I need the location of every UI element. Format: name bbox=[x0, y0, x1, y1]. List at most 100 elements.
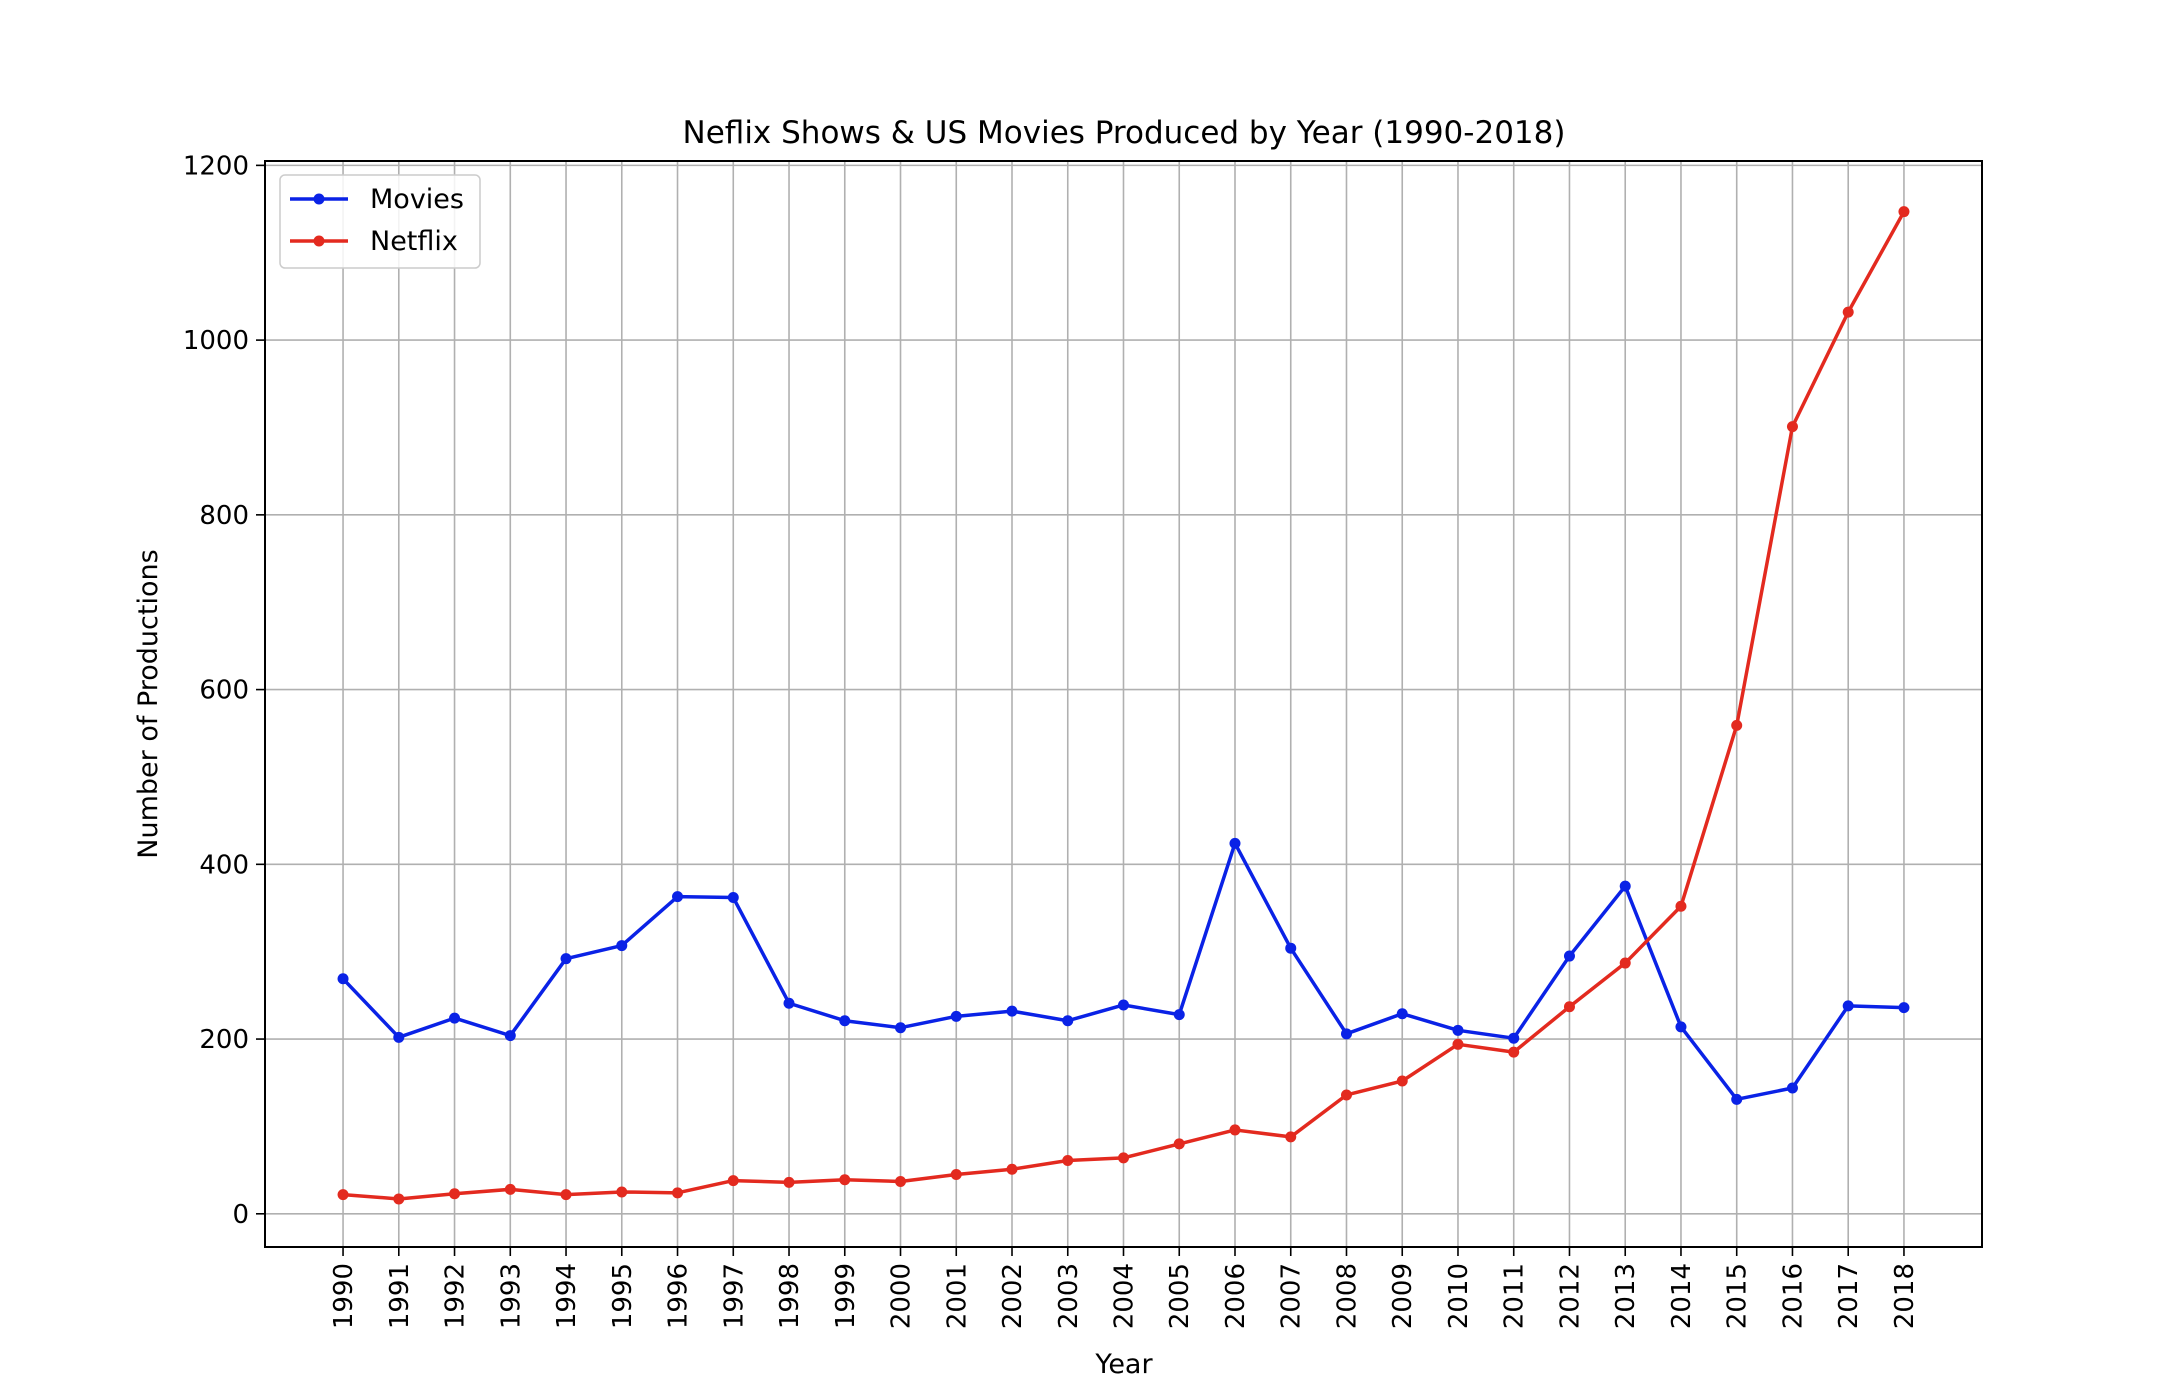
x-tick-label: 2013 bbox=[1611, 1263, 1641, 1329]
legend-label-netflix: Netflix bbox=[370, 226, 458, 257]
data-point-netflix bbox=[783, 1176, 795, 1188]
x-tick-label: 1993 bbox=[496, 1263, 526, 1329]
x-tick-label: 2007 bbox=[1277, 1263, 1307, 1329]
x-tick-label: 2017 bbox=[1834, 1263, 1864, 1329]
x-tick-label: 1996 bbox=[664, 1263, 694, 1329]
data-point-movies bbox=[504, 1030, 516, 1042]
x-tick-label: 1994 bbox=[552, 1263, 582, 1329]
x-tick-label: 1998 bbox=[775, 1263, 805, 1329]
x-tick-label: 1997 bbox=[719, 1263, 749, 1329]
data-point-netflix bbox=[950, 1168, 962, 1180]
data-point-movies bbox=[1396, 1008, 1408, 1020]
data-point-netflix bbox=[1173, 1138, 1185, 1150]
y-tick-label: 800 bbox=[199, 501, 249, 531]
data-point-netflix bbox=[560, 1189, 572, 1201]
data-point-netflix bbox=[616, 1186, 628, 1198]
x-tick-label: 2015 bbox=[1723, 1263, 1753, 1329]
data-point-movies bbox=[727, 892, 739, 904]
data-point-movies bbox=[1786, 1082, 1798, 1094]
series-layer bbox=[337, 206, 1910, 1205]
x-tick-label: 2008 bbox=[1332, 1263, 1362, 1329]
data-point-movies bbox=[1173, 1009, 1185, 1021]
data-point-netflix bbox=[1062, 1155, 1074, 1167]
axes: 1990 1991 1992 1993 1994 1995 1996 1997 1998 1999… bbox=[183, 151, 1920, 1329]
y-tick-label: 0 bbox=[232, 1200, 249, 1230]
data-point-netflix bbox=[672, 1187, 684, 1199]
x-tick-label: 2000 bbox=[887, 1263, 917, 1329]
data-point-netflix bbox=[1675, 900, 1687, 912]
data-point-netflix bbox=[337, 1189, 349, 1201]
data-point-movies bbox=[1006, 1005, 1018, 1017]
data-point-movies bbox=[616, 940, 628, 952]
data-point-movies bbox=[1118, 999, 1129, 1011]
data-point-netflix bbox=[1619, 957, 1631, 969]
data-point-movies bbox=[1285, 942, 1297, 954]
data-point-movies bbox=[1340, 1028, 1352, 1040]
data-point-movies bbox=[1731, 1093, 1743, 1105]
data-point-movies bbox=[449, 1012, 461, 1024]
x-tick-label: 2012 bbox=[1555, 1263, 1585, 1329]
gridlines bbox=[265, 161, 1982, 1247]
data-point-netflix bbox=[1340, 1089, 1352, 1101]
x-tick-label: 1992 bbox=[441, 1263, 471, 1329]
data-point-netflix bbox=[727, 1175, 739, 1187]
data-point-movies bbox=[950, 1010, 962, 1022]
data-point-netflix bbox=[1786, 421, 1798, 433]
data-point-movies bbox=[1898, 1002, 1910, 1014]
legend: Movies Netflix bbox=[279, 174, 481, 269]
chart-title: Neflix Shows & US Movies Produced by Yea… bbox=[683, 115, 1566, 151]
data-point-movies bbox=[560, 953, 572, 965]
data-point-netflix bbox=[1452, 1038, 1464, 1050]
legend-label-movies: Movies bbox=[370, 184, 464, 215]
data-point-netflix bbox=[1842, 306, 1854, 318]
x-tick-label: 2014 bbox=[1667, 1263, 1697, 1329]
x-tick-label: 2010 bbox=[1444, 1263, 1474, 1329]
data-point-movies bbox=[1842, 1000, 1854, 1012]
x-tick-label: 2001 bbox=[942, 1263, 972, 1329]
x-tick-label: 2005 bbox=[1165, 1263, 1195, 1329]
data-point-netflix bbox=[504, 1183, 516, 1195]
x-tick-label: 1999 bbox=[831, 1263, 861, 1329]
data-point-movies bbox=[672, 891, 684, 903]
data-point-movies bbox=[393, 1031, 405, 1043]
x-tick-label: 1995 bbox=[608, 1263, 638, 1329]
data-point-movies bbox=[337, 973, 349, 985]
y-tick-label: 600 bbox=[199, 676, 249, 706]
x-tick-label: 2018 bbox=[1890, 1263, 1920, 1329]
x-tick-label: 1990 bbox=[329, 1263, 359, 1329]
legend-marker-netflix bbox=[313, 235, 325, 247]
y-axis-label: Number of Productions bbox=[133, 549, 164, 858]
data-point-netflix bbox=[1396, 1075, 1408, 1087]
x-tick-label: 2009 bbox=[1388, 1263, 1418, 1329]
x-tick-label: 2002 bbox=[998, 1263, 1028, 1329]
data-point-movies bbox=[839, 1015, 851, 1027]
x-tick-label: 2016 bbox=[1778, 1263, 1808, 1329]
data-point-netflix bbox=[1229, 1124, 1241, 1136]
data-point-netflix bbox=[1508, 1046, 1520, 1058]
x-axis-label: Year bbox=[1094, 1349, 1153, 1380]
x-tick-label: 2004 bbox=[1110, 1263, 1140, 1329]
data-point-netflix bbox=[839, 1174, 851, 1186]
y-tick-label: 1000 bbox=[183, 326, 249, 356]
data-point-movies bbox=[895, 1022, 907, 1034]
x-tick-label: 2003 bbox=[1054, 1263, 1084, 1329]
data-point-netflix bbox=[1285, 1131, 1297, 1143]
data-point-movies bbox=[783, 997, 795, 1009]
data-point-netflix bbox=[1731, 719, 1743, 731]
legend-marker-movies bbox=[313, 193, 325, 205]
data-point-movies bbox=[1675, 1021, 1687, 1033]
data-point-movies bbox=[1508, 1032, 1520, 1044]
data-point-netflix bbox=[1563, 1001, 1575, 1013]
data-point-netflix bbox=[449, 1188, 461, 1200]
y-tick-label: 1200 bbox=[183, 151, 249, 181]
data-point-movies bbox=[1563, 950, 1575, 962]
data-point-netflix bbox=[895, 1175, 907, 1187]
x-tick-label: 2011 bbox=[1500, 1263, 1530, 1329]
data-point-movies bbox=[1619, 880, 1631, 892]
data-point-movies bbox=[1452, 1024, 1464, 1036]
data-point-movies bbox=[1062, 1015, 1074, 1027]
data-point-netflix bbox=[393, 1193, 405, 1205]
x-tick-label: 1991 bbox=[385, 1263, 415, 1329]
y-tick-label: 200 bbox=[199, 1025, 249, 1055]
